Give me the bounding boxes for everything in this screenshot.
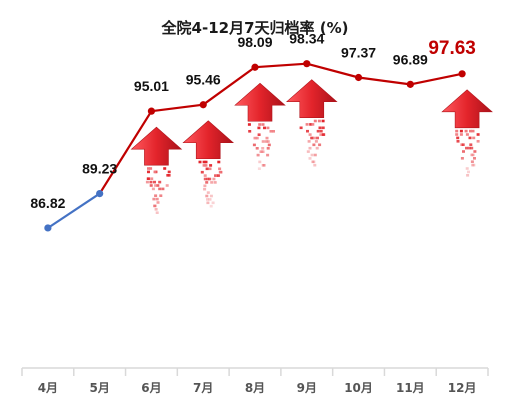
data-point [147, 107, 156, 115]
x-axis: 4月 5月 6月 7月 8月 9月 10月 11月 12月 [21, 367, 489, 395]
x-tick-label: 7月 [193, 381, 213, 395]
arrows-layer [130, 79, 493, 214]
data-point [303, 60, 311, 68]
data-label: 95.46 [186, 72, 221, 88]
data-label: 97.63 [428, 38, 476, 59]
data-point [406, 80, 414, 88]
x-tick-label: 11月 [396, 381, 425, 395]
x-tick-label: 9月 [297, 381, 317, 395]
up-arrow-icon [234, 82, 286, 170]
lines-layer [47, 62, 463, 229]
x-tick-label: 5月 [89, 381, 109, 395]
x-tick-label: 12月 [448, 381, 477, 395]
data-point [199, 101, 207, 109]
data-point [251, 63, 259, 71]
value-labels: 86.82 89.23 95.01 95.46 98.09 98.34 97.37 96.89… [30, 31, 476, 211]
points-layer [44, 60, 466, 232]
up-arrow-icon [182, 120, 235, 208]
chart-title: 全院4-12月7天归档率 (%) [161, 19, 349, 37]
series-line-red [98, 62, 463, 195]
up-arrow-icon [130, 126, 183, 214]
data-label: 98.09 [237, 34, 272, 50]
data-label: 96.89 [393, 51, 428, 67]
series-line-blue [47, 192, 101, 229]
data-label: 97.37 [341, 45, 376, 61]
data-point [44, 224, 52, 232]
data-label: 89.23 [82, 161, 117, 177]
data-point [96, 189, 104, 198]
data-label: 98.34 [289, 31, 324, 47]
x-tick-label: 8月 [245, 381, 265, 395]
up-arrow-icon [441, 89, 493, 177]
up-arrow-icon [285, 79, 338, 167]
data-label: 95.01 [134, 78, 169, 94]
data-label: 86.82 [30, 195, 65, 211]
x-tick-label: 4月 [38, 381, 58, 395]
x-tick-label: 6月 [141, 381, 161, 395]
x-tick-label: 10月 [344, 381, 373, 395]
data-point [458, 70, 466, 78]
data-point [354, 73, 363, 82]
